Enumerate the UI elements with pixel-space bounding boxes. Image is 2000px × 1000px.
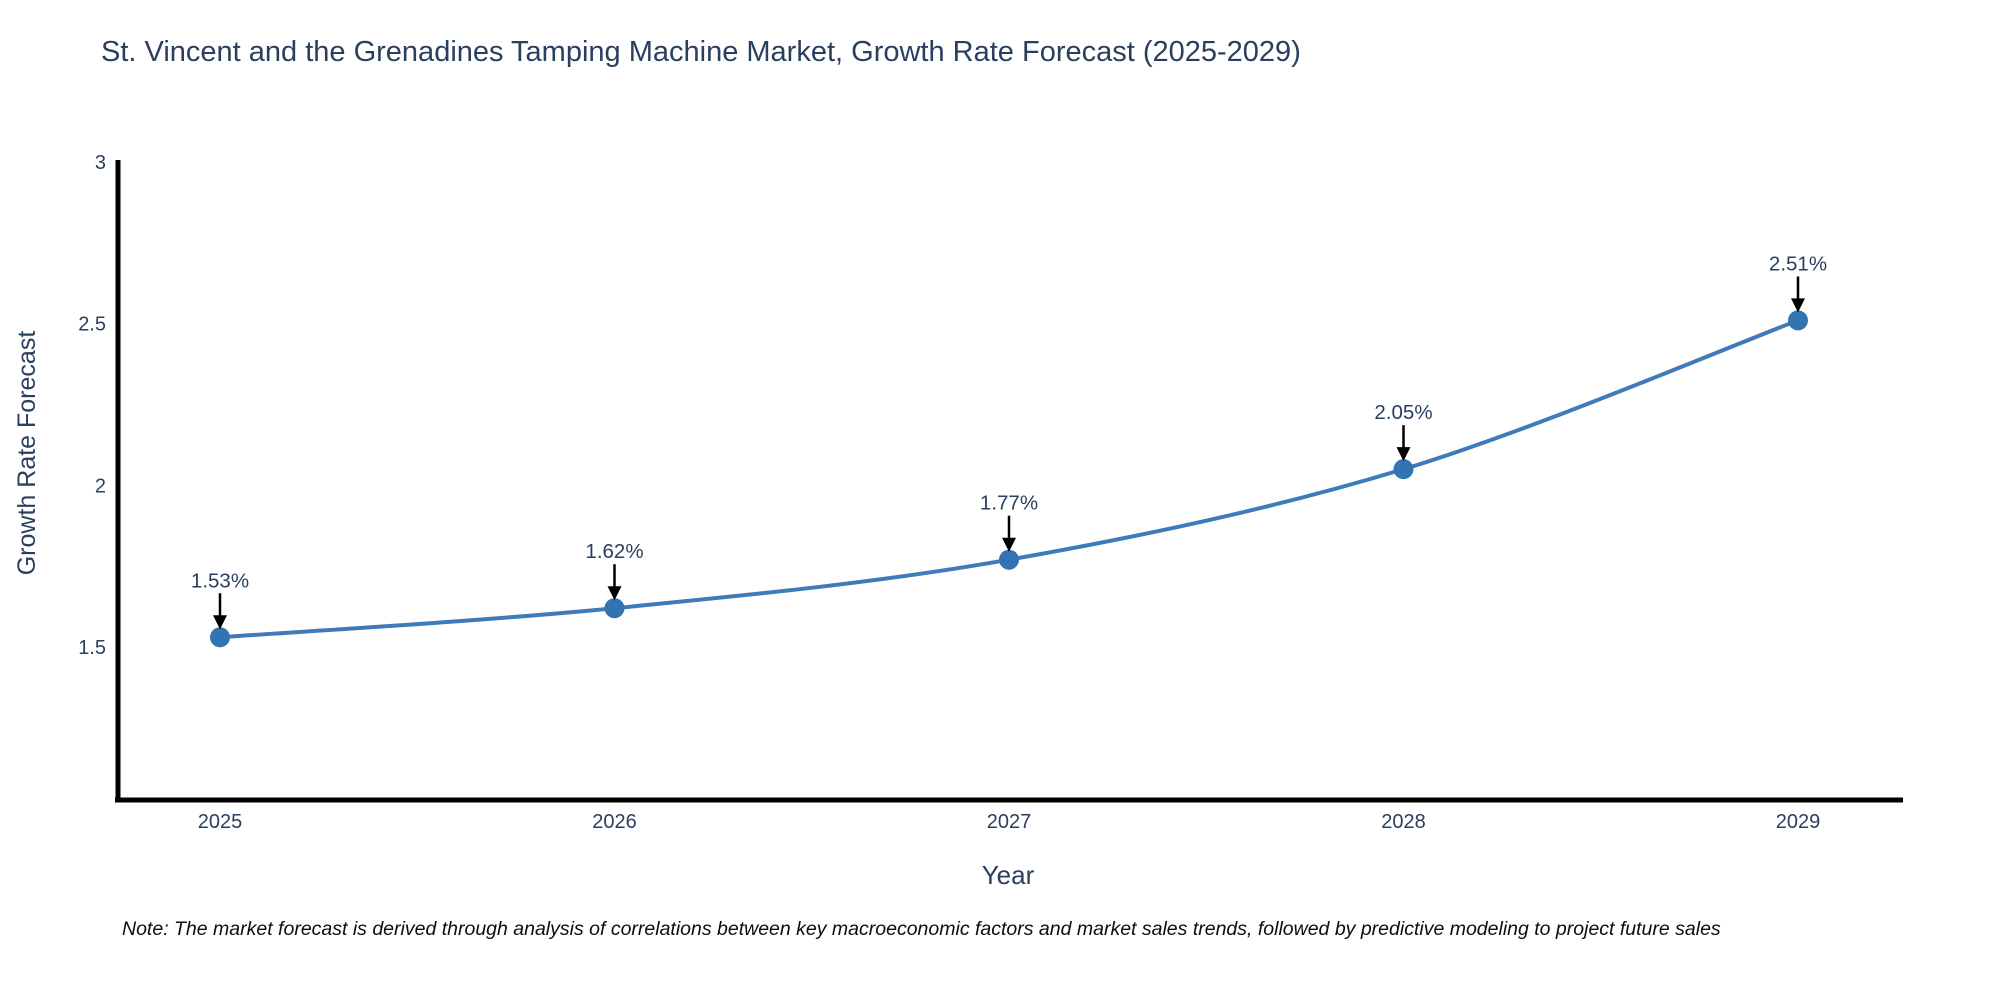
data-point-label: 1.53% bbox=[191, 569, 249, 592]
x-axis-title: Year bbox=[981, 860, 1035, 890]
data-point-marker[interactable] bbox=[604, 598, 625, 619]
y-tick-label: 1.5 bbox=[78, 637, 106, 659]
x-tick-label: 2025 bbox=[198, 811, 243, 833]
y-tick-label: 3 bbox=[95, 152, 106, 174]
annotation-arrow-head bbox=[1791, 298, 1805, 313]
data-point-label: 2.05% bbox=[1374, 401, 1432, 424]
data-point-label: 1.77% bbox=[980, 492, 1038, 515]
annotation-arrow-head bbox=[607, 586, 622, 601]
y-tick-label: 2 bbox=[95, 475, 106, 497]
data-point-marker[interactable] bbox=[1393, 459, 1414, 480]
annotation-arrow-head bbox=[1396, 447, 1411, 462]
data-point-marker[interactable] bbox=[210, 627, 230, 648]
data-point-label: 1.62% bbox=[585, 540, 643, 563]
x-tick-label: 2028 bbox=[1381, 811, 1426, 833]
annotation-arrow-head bbox=[1002, 537, 1016, 552]
forecast-methodology-note: Note: The market forecast is derived thr… bbox=[122, 918, 1721, 940]
data-point-marker[interactable] bbox=[999, 549, 1019, 570]
chart-title: St. Vincent and the Grenadines Tamping M… bbox=[101, 36, 1301, 68]
data-point-marker[interactable] bbox=[1788, 310, 1808, 331]
x-tick-label: 2029 bbox=[1776, 811, 1821, 833]
forecast-line bbox=[218, 318, 1800, 640]
y-tick-label: 2.5 bbox=[78, 314, 106, 336]
data-point-label: 2.51% bbox=[1769, 252, 1827, 275]
x-tick-label: 2027 bbox=[987, 811, 1032, 833]
annotation-arrow-head bbox=[213, 615, 227, 630]
x-tick-label: 2026 bbox=[592, 811, 637, 833]
